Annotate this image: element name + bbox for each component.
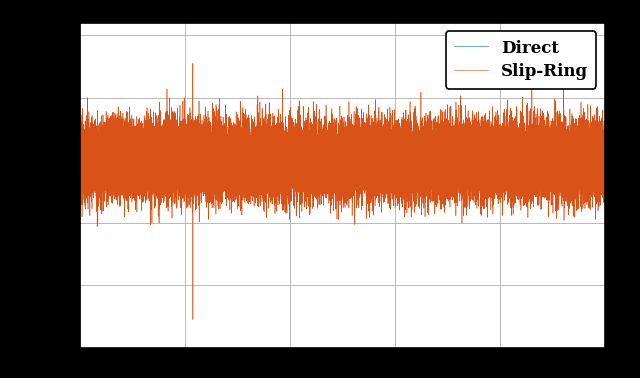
Direct xyxy=(202,167,210,171)
Direct xyxy=(418,186,426,191)
Slip-Ring xyxy=(202,170,210,175)
Slip-Ring xyxy=(112,149,120,154)
Slip-Ring xyxy=(189,318,196,322)
Direct xyxy=(466,156,474,161)
Line: Slip-Ring: Slip-Ring xyxy=(80,64,605,320)
Slip-Ring xyxy=(361,155,369,160)
Slip-Ring xyxy=(466,160,474,164)
Slip-Ring xyxy=(601,184,609,189)
Line: Direct: Direct xyxy=(80,132,605,188)
Direct xyxy=(76,155,84,160)
Direct xyxy=(601,149,609,153)
Slip-Ring xyxy=(392,122,400,127)
Direct xyxy=(243,130,250,135)
Direct xyxy=(112,161,120,165)
Direct xyxy=(392,164,400,168)
Slip-Ring xyxy=(76,177,84,181)
Slip-Ring xyxy=(277,168,285,172)
Direct xyxy=(361,157,369,161)
Slip-Ring xyxy=(189,61,196,66)
Direct xyxy=(277,158,285,162)
Legend: Direct, Slip-Ring: Direct, Slip-Ring xyxy=(446,31,596,89)
